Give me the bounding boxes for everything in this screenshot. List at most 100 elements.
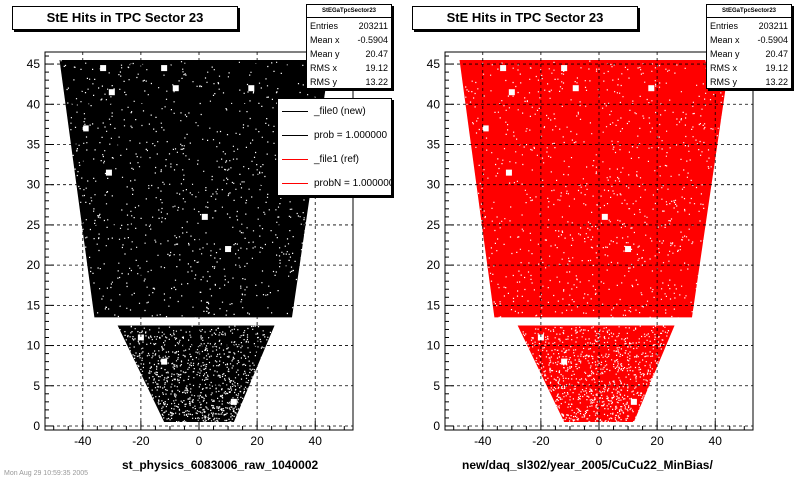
hit-points (459, 60, 730, 424)
stats-value: 203211 (758, 21, 788, 31)
grid (445, 52, 753, 430)
y-tick-label: 20 (27, 258, 41, 272)
dead-pad (82, 125, 89, 132)
dead-pad (561, 65, 568, 72)
hit-region-inner (517, 325, 675, 422)
dead-pad (105, 169, 112, 176)
dead-pad (505, 169, 512, 176)
left-title: StE Hits in TPC Sector 23 (12, 6, 238, 30)
left-stats-name: StEGaTpcSector23 (307, 5, 391, 18)
right-pad: -40 -20 0 20 40 0 5 10 15 20 25 30 35 40 45 StE Hits i… (400, 0, 800, 480)
legend-entry-file0: _file0 (new) (278, 99, 391, 123)
stats-value: 13.22 (765, 77, 788, 87)
dead-pad (630, 398, 637, 405)
x-tick-label: 40 (709, 434, 723, 448)
y-tick-label: 20 (427, 258, 441, 272)
legend-entry-prob: prob = 1.000000 (278, 123, 391, 147)
y-tick-label: 45 (427, 57, 441, 71)
dead-pad (482, 125, 489, 132)
y-tick-label: 40 (27, 97, 41, 111)
y-tick-label: 5 (433, 379, 440, 393)
stats-value: -0.5904 (757, 35, 788, 45)
x-tick-label: 0 (596, 434, 603, 448)
timestamp-footer: Mon Aug 29 10:59:35 2005 (4, 470, 89, 477)
left-stats-row-rmsy: RMS y 13.22 (307, 74, 391, 88)
left-stats-row-meanx: Mean x -0.5904 (307, 32, 391, 46)
stats-label: Mean x (710, 35, 740, 45)
stats-label: RMS x (710, 63, 737, 73)
y-tick-label: 25 (27, 218, 41, 232)
y-tick-label: 0 (33, 419, 40, 433)
left-x-axis-title: st_physics_6083006_raw_1040002 (122, 458, 319, 472)
right-plot: -40 -20 0 20 40 0 5 10 15 20 25 30 35 40 45 (427, 51, 754, 448)
x-tick-label: 40 (309, 434, 323, 448)
hit-region-inner (117, 325, 275, 422)
y-tick-label: 10 (27, 339, 41, 353)
dead-pad (137, 334, 144, 341)
stats-value: 13.22 (365, 77, 388, 87)
legend-entry-probn: probN = 1.000000 (278, 171, 391, 195)
legend-swatch-black (282, 134, 308, 136)
dead-pad (601, 213, 608, 220)
x-tick-label: 20 (650, 434, 664, 448)
left-stats-row-entries: Entries 203211 (307, 18, 391, 32)
stats-label: Mean y (310, 49, 340, 59)
dead-pad (625, 246, 632, 253)
legend-swatch-red (282, 158, 308, 160)
dead-pad (537, 334, 544, 341)
x-tick-label: -20 (132, 434, 150, 448)
stats-label: Entries (310, 21, 339, 31)
dead-pad (225, 246, 232, 253)
y-tick-label: 40 (427, 97, 441, 111)
x-tick-label: -40 (74, 434, 92, 448)
y-tick-label: 35 (27, 137, 41, 151)
stats-label: Mean x (310, 35, 340, 45)
y-tick-label: 15 (27, 298, 41, 312)
hit-points (59, 60, 330, 424)
dead-pad (161, 358, 168, 365)
hit-region-outer (59, 60, 330, 318)
right-stats-row-meany: Mean y 20.47 (707, 46, 791, 60)
right-stats-row-rmsy: RMS y 13.22 (707, 74, 791, 88)
dead-pad (561, 358, 568, 365)
dead-pad (108, 89, 115, 96)
x-tick-label: -20 (532, 434, 550, 448)
legend-label: _file0 (new) (314, 105, 366, 117)
stats-label: RMS y (310, 77, 337, 87)
y-tick-label: 15 (427, 298, 441, 312)
left-stats-row-meany: Mean y 20.47 (307, 46, 391, 60)
legend-entry-file1: _file1 (ref) (278, 147, 391, 171)
stats-value: -0.5904 (357, 35, 388, 45)
left-stats-box: StEGaTpcSector23 Entries 203211 Mean x -0.… (306, 4, 392, 89)
stats-label: RMS y (710, 77, 737, 87)
hit-region-outer (459, 60, 730, 318)
y-tick-label: 10 (427, 339, 441, 353)
dead-pad (100, 65, 107, 72)
stats-value: 203211 (358, 21, 388, 31)
left-stats-row-rmsx: RMS x 19.12 (307, 60, 391, 74)
stats-value: 20.47 (365, 49, 388, 59)
dead-pad (201, 213, 208, 220)
y-tick-label: 45 (27, 57, 41, 71)
right-stats-row-meanx: Mean x -0.5904 (707, 32, 791, 46)
y-tick-label: 5 (33, 379, 40, 393)
right-stats-box: StEGaTpcSector23 Entries 203211 Mean x -0.… (706, 4, 792, 89)
x-tick-label: 20 (250, 434, 264, 448)
dead-pad (508, 89, 515, 96)
x-tick-label: 0 (196, 434, 203, 448)
axes: -40 -20 0 20 40 0 5 10 15 20 25 30 35 40 45 (27, 55, 345, 448)
axes: -40 -20 0 20 40 0 5 10 15 20 25 30 35 40 45 (427, 55, 745, 448)
dead-pad (572, 85, 579, 92)
left-pad: -40 -20 0 20 40 0 5 10 15 20 25 30 35 40 45 StE Hits i… (12, 4, 392, 472)
stats-value: 19.12 (765, 63, 788, 73)
right-stats-row-rmsx: RMS x 19.12 (707, 60, 791, 74)
stats-label: RMS x (310, 63, 337, 73)
legend-swatch-black (282, 110, 308, 112)
legend-swatch-red (282, 182, 308, 184)
legend-label: _file1 (ref) (314, 153, 360, 165)
stats-label: Entries (710, 21, 739, 31)
dead-pad (161, 65, 168, 72)
dead-pad (172, 85, 179, 92)
right-x-axis-title: new/daq_sl302/year_2005/CuCu22_MinBias/ (462, 458, 713, 472)
stats-value: 20.47 (765, 49, 788, 59)
